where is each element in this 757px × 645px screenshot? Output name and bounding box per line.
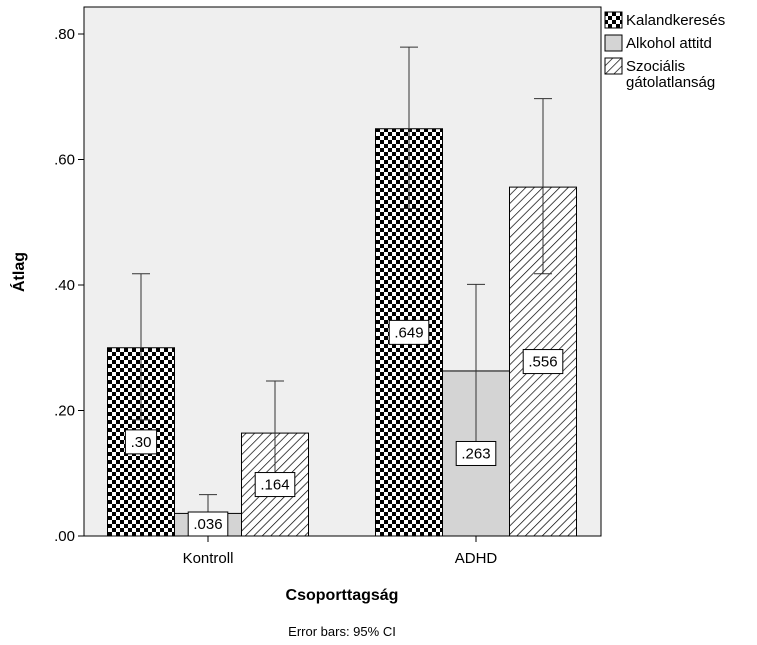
y-tick-label: .20 [54,403,75,420]
legend-label: Kalandkeresés [626,12,725,29]
data-label: .556 [522,349,564,375]
legend-swatch [604,34,623,52]
legend: Kalandkeresés Alkohol attitd Szociálisgáto… [604,11,725,91]
data-label-text: .036 [193,516,222,533]
error-bar [534,98,552,275]
data-labels-layer: .30 .036 .164 .649 .263 .556 [124,319,564,537]
x-axis: Kontroll ADHD [183,536,498,567]
data-label-text: .556 [528,354,557,371]
data-label: .036 [187,511,229,537]
data-label-text: .30 [131,434,152,451]
error-bar [400,46,418,209]
error-bars-note: Error bars: 95% CI [288,624,396,639]
data-label: .263 [455,440,497,466]
legend-label: gátolatlanság [626,74,715,91]
legend-swatch [604,11,623,29]
data-label-text: .649 [394,324,423,341]
legend-item: Kalandkeresés [604,11,725,29]
data-label-text: .164 [260,477,289,494]
y-tick-label: .60 [54,152,75,169]
legend-label: Alkohol attitd [626,35,712,52]
y-tick-label: .80 [54,26,75,43]
y-tick-label: .40 [54,277,75,294]
x-tick-label: Kontroll [183,550,234,567]
x-tick-label: ADHD [455,550,498,567]
data-label-text: .263 [461,445,490,462]
y-tick-label: .00 [54,528,75,545]
y-axis: .00 .20 .40 .60 .80 [54,26,84,545]
data-label: .30 [124,429,158,455]
x-axis-title: Csoporttagság [286,587,399,604]
legend-item: Alkohol attitd [604,34,712,52]
error-bar [132,273,150,421]
legend-swatch [604,57,623,75]
legend-label: Szociális [626,58,685,75]
data-label: .649 [388,319,430,345]
data-label: .164 [254,472,296,498]
y-axis-title: Átlag [9,252,28,292]
